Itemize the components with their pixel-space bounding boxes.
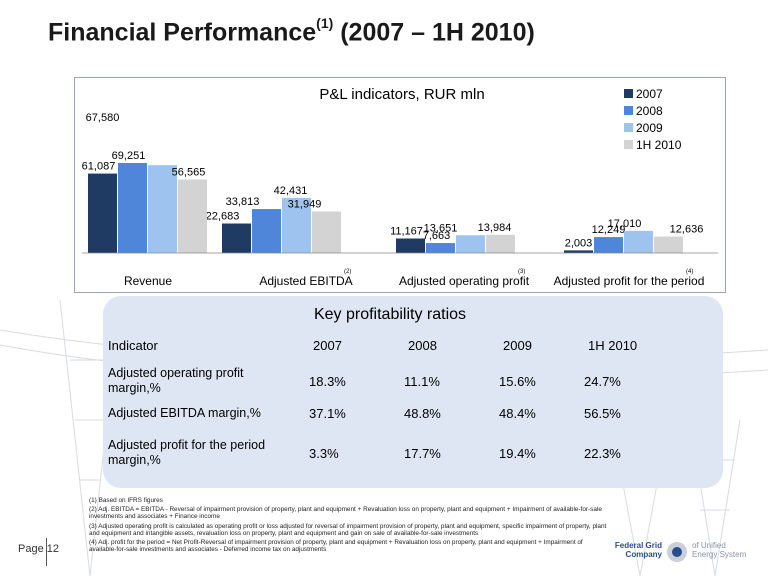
data-label-3-0: 2,003 — [565, 237, 593, 249]
bar-2-1 — [426, 243, 455, 253]
category-label-1: Adjusted EBITDA — [259, 274, 352, 288]
ratios-row-label-0: Adjusted operating profit margin,% — [108, 366, 244, 395]
bar-0-3 — [178, 179, 207, 253]
ratios-row-label-2: Adjusted profit for the period margin,% — [108, 438, 266, 467]
bar-3-0 — [564, 250, 593, 253]
ratios-cell-2-1: 17.7% — [404, 446, 441, 461]
ratios-cell-1-3: 56.5% — [584, 406, 621, 421]
data-label-0-0: 61,087 — [82, 161, 116, 173]
ratios-header-1: 2007 — [313, 338, 342, 353]
logo-text-right: of Unified Energy System — [692, 541, 747, 559]
pl-bar-chart: P&L indicators, RUR mln 61,087 22,683 11,1… — [82, 86, 718, 288]
data-label-3-2: 17,010 — [608, 218, 642, 230]
ratios-cell-0-2: 15.6% — [499, 374, 536, 389]
category-note-3: (4) — [686, 269, 693, 275]
bar-0-2 — [148, 165, 177, 253]
data-label-2-2: 13,651 — [424, 222, 458, 234]
footnotes: (1) Based on IFRS figures (2) Adj. EBITDA… — [89, 497, 609, 555]
bar-0-0 — [88, 173, 117, 253]
bar-1-2 — [282, 197, 311, 253]
data-label-2-1: 7,663 — [423, 230, 451, 242]
ratios-title: Key profitability ratios — [313, 306, 467, 323]
category-label-3: Adjusted profit for the period — [554, 274, 705, 288]
ratios-cell-2-0: 3.3% — [309, 446, 339, 461]
bar-1-3 — [312, 211, 341, 253]
ratios-panel: Key profitability ratios Indicator 2007 20… — [103, 296, 723, 488]
category-note-1: (2) — [344, 269, 351, 275]
category-label-2: Adjusted operating profit — [399, 274, 530, 288]
logo-text-left: Federal Grid Company — [614, 541, 662, 559]
ratios-cell-1-1: 48.8% — [404, 406, 441, 421]
footnote-1: (2) Adj. EBITDA = EBITDA - Reversal of i… — [89, 506, 602, 521]
company-logo: Federal Grid Company of Unified Energy S… — [600, 541, 750, 565]
data-label-3-3: 12,636 — [670, 224, 704, 236]
data-label-1-1: 33,813 — [226, 196, 260, 208]
legend-swatch-1 — [624, 106, 633, 115]
data-label-1-3: 31,949 — [288, 198, 322, 210]
ratios-header-2: 2008 — [408, 338, 437, 353]
ratios-cell-0-1: 11.1% — [404, 374, 440, 389]
ratios-cell-0-0: 18.3% — [309, 374, 346, 389]
data-label-0-1: 69,251 — [112, 150, 146, 162]
bar-2-2 — [456, 235, 485, 253]
bar-1-1 — [252, 209, 281, 253]
legend-label-0: 2007 — [636, 87, 663, 101]
footnote-3: (4) Adj. profit for the period = Net Pro… — [89, 539, 583, 554]
ratios-header-4: 1H 2010 — [588, 338, 638, 353]
legend-label-2: 2009 — [636, 121, 663, 135]
data-label-1-0: 22,683 — [206, 211, 240, 223]
data-label-2-3: 13,984 — [478, 222, 512, 234]
ratios-cell-1-2: 48.4% — [499, 406, 536, 421]
legend-swatch-0 — [624, 89, 633, 98]
bar-1-0 — [222, 223, 251, 253]
data-label-2-0: 11,167 — [390, 225, 423, 237]
ratios-header-3: 2009 — [503, 338, 532, 353]
legend-label-1: 2008 — [636, 104, 663, 118]
ratios-header-0: Indicator — [108, 338, 158, 353]
ratios-cell-2-2: 19.4% — [499, 446, 536, 461]
chart-title: P&L indicators, RUR mln — [319, 86, 484, 103]
legend-swatch-3 — [624, 140, 633, 149]
data-label-3-1: 12,249 — [592, 224, 626, 236]
data-label-1-2: 42,431 — [274, 185, 308, 197]
ratios-row-label-1: Adjusted EBITDA margin,% — [108, 406, 261, 420]
ratios-cell-1-0: 37.1% — [309, 406, 346, 421]
footnote-0: (1) Based on IFRS figures — [89, 497, 163, 504]
legend-label-3: 1H 2010 — [636, 138, 682, 152]
category-label-0: Revenue — [124, 274, 172, 288]
page-divider — [46, 538, 47, 566]
page-number: Page 12 — [18, 543, 59, 555]
bar-3-1 — [594, 237, 623, 253]
bar-3-3 — [654, 236, 683, 253]
bar-0-1 — [118, 162, 147, 253]
bar-2-0 — [396, 238, 425, 253]
ratios-cell-0-3: 24.7% — [584, 374, 621, 389]
ratios-cell-2-3: 22.3% — [584, 446, 621, 461]
bar-2-3 — [486, 234, 515, 253]
data-label-0-2: 67,580 — [86, 112, 120, 124]
legend-swatch-2 — [624, 123, 633, 132]
page-title: Financial Performance(1) (2007 – 1H 2010… — [48, 15, 535, 47]
footnote-2: (3) Adjusted operating profit is calcula… — [89, 522, 607, 537]
data-label-0-3: 56,565 — [172, 166, 206, 178]
bar-3-2 — [624, 230, 653, 253]
logo-emblem-icon — [667, 542, 687, 562]
category-note-2: (3) — [518, 269, 525, 275]
